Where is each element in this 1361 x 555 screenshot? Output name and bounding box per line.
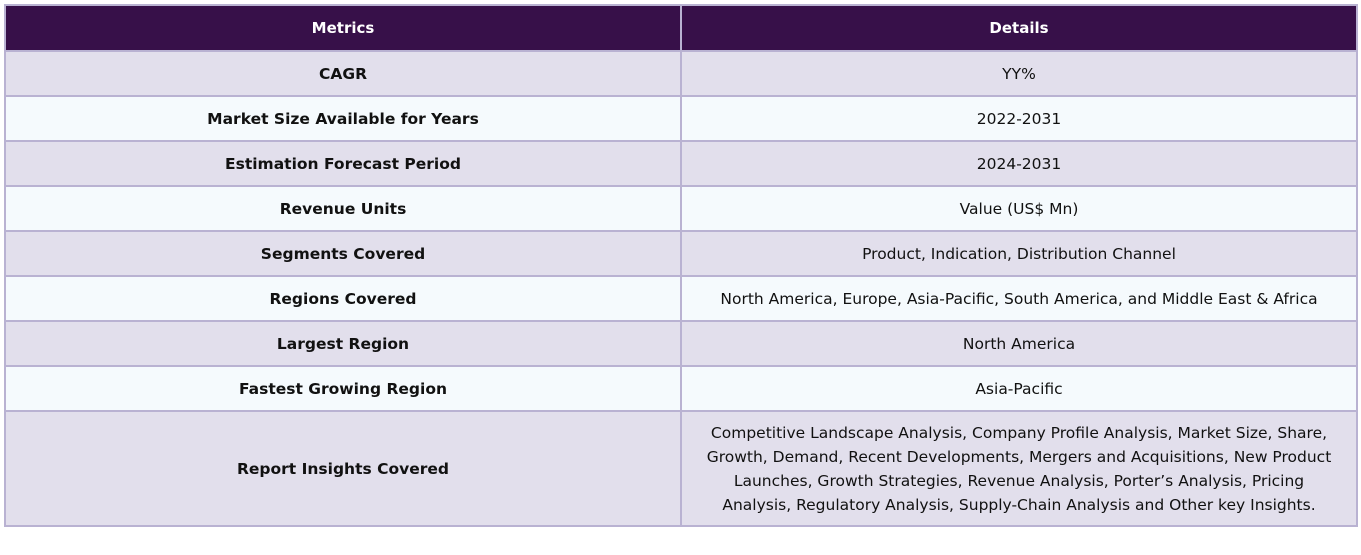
- table-row-report-insights: Report Insights Covered Competitive Land…: [4, 410, 1358, 527]
- metric-cell: Report Insights Covered: [4, 410, 682, 527]
- metric-cell: Fastest Growing Region: [4, 365, 682, 412]
- table-row-regions-covered: Regions Covered North America, Europe, A…: [4, 275, 1358, 322]
- table-row-cagr: CAGR YY%: [4, 50, 1358, 97]
- table-row-forecast-period: Estimation Forecast Period 2024-2031: [4, 140, 1358, 187]
- metric-cell: Regions Covered: [4, 275, 682, 322]
- report-metrics-table-container: Metrics Details CAGR YY% Market Size Ava…: [4, 4, 1358, 527]
- table-row-fastest-growing-region: Fastest Growing Region Asia-Pacific: [4, 365, 1358, 412]
- metric-cell: Market Size Available for Years: [4, 95, 682, 142]
- metric-cell: Revenue Units: [4, 185, 682, 232]
- detail-cell: Value (US$ Mn): [680, 185, 1358, 232]
- detail-cell: 2022-2031: [680, 95, 1358, 142]
- metrics-column-header: Metrics: [4, 4, 682, 52]
- metric-cell: Largest Region: [4, 320, 682, 367]
- table-row-largest-region: Largest Region North America: [4, 320, 1358, 367]
- detail-cell: Competitive Landscape Analysis, Company …: [680, 410, 1358, 527]
- details-column-header: Details: [680, 4, 1358, 52]
- report-metrics-table: Metrics Details CAGR YY% Market Size Ava…: [4, 4, 1358, 527]
- metric-cell: Estimation Forecast Period: [4, 140, 682, 187]
- metric-cell: CAGR: [4, 50, 682, 97]
- detail-cell: YY%: [680, 50, 1358, 97]
- detail-cell: North America, Europe, Asia-Pacific, Sou…: [680, 275, 1358, 322]
- table-row-market-size-years: Market Size Available for Years 2022-203…: [4, 95, 1358, 142]
- detail-cell: Product, Indication, Distribution Channe…: [680, 230, 1358, 277]
- table-header-row: Metrics Details: [4, 4, 1358, 52]
- table-row-segments-covered: Segments Covered Product, Indication, Di…: [4, 230, 1358, 277]
- detail-cell: North America: [680, 320, 1358, 367]
- table-row-revenue-units: Revenue Units Value (US$ Mn): [4, 185, 1358, 232]
- detail-cell: 2024-2031: [680, 140, 1358, 187]
- metric-cell: Segments Covered: [4, 230, 682, 277]
- detail-cell: Asia-Pacific: [680, 365, 1358, 412]
